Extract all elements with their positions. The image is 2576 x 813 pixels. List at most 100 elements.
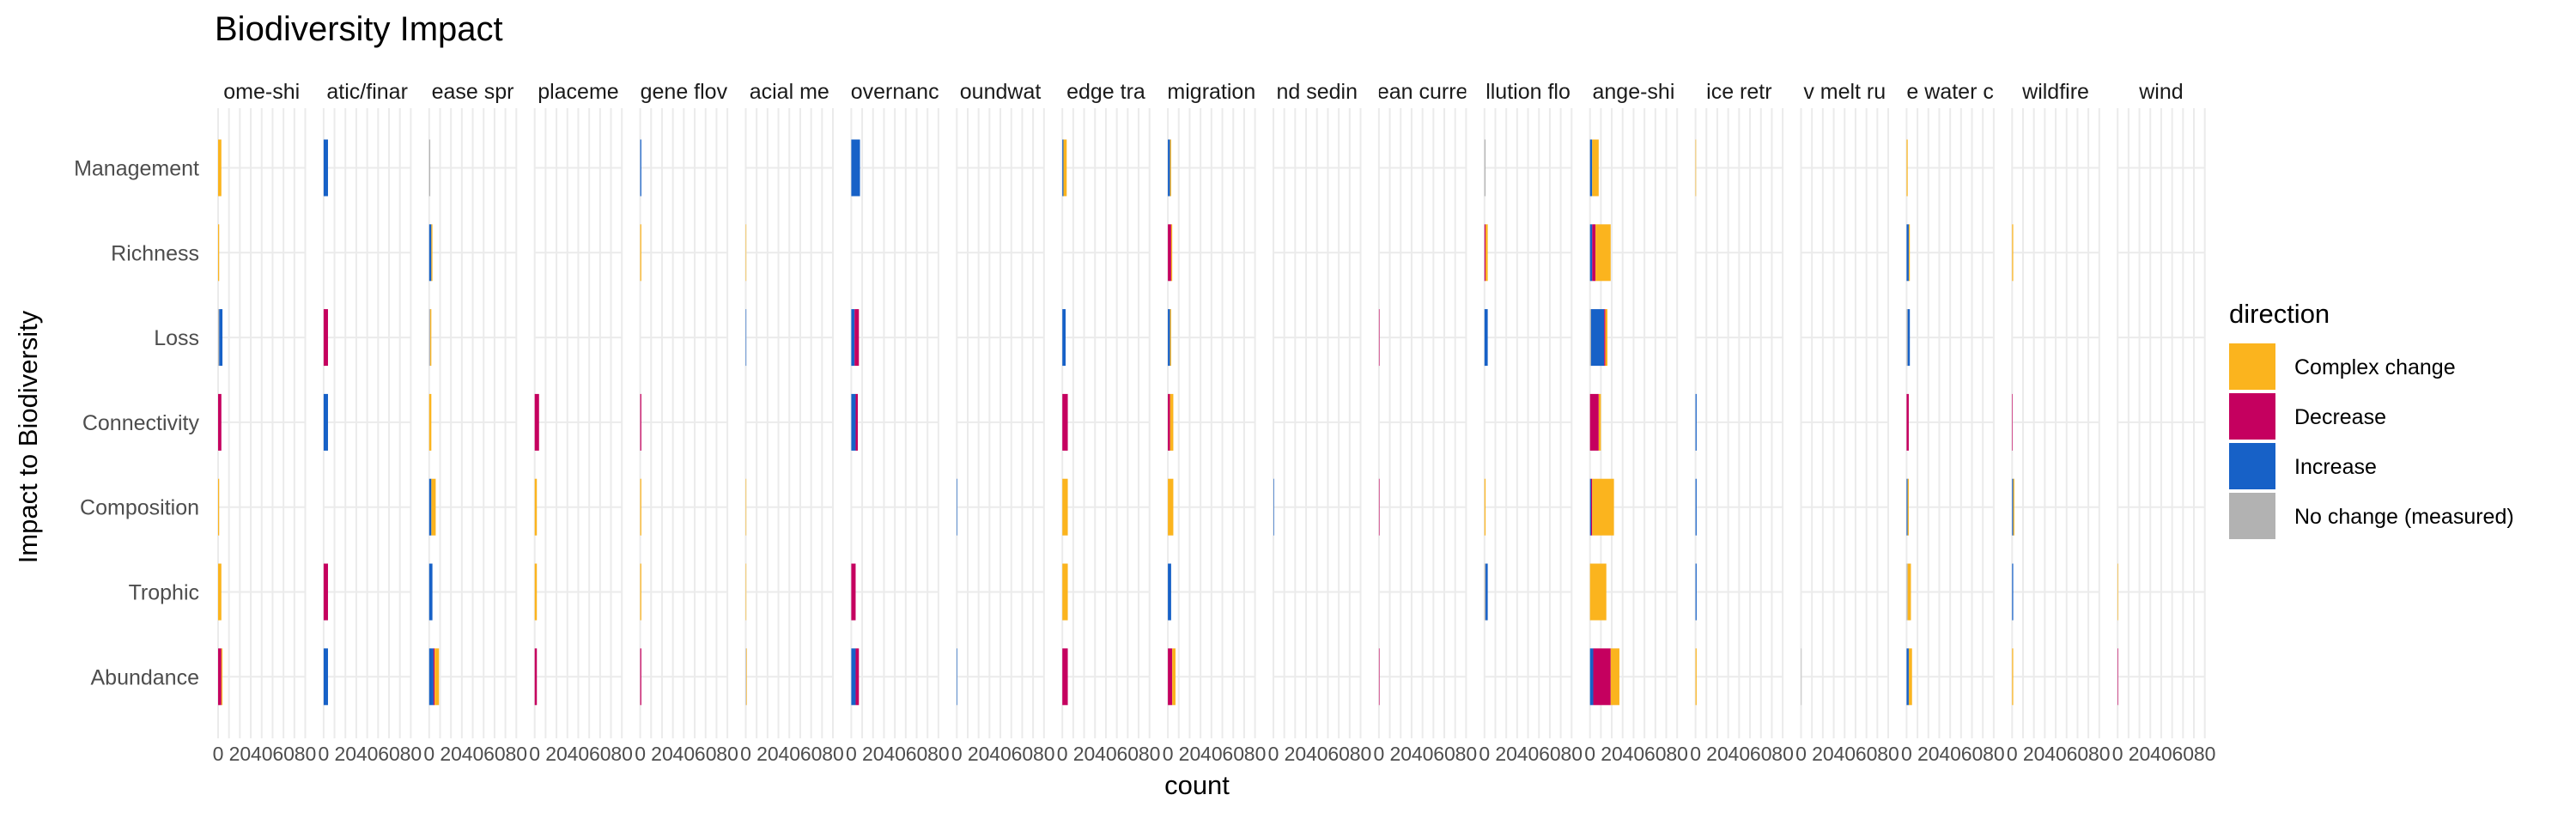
x-tick-label: 20 xyxy=(1389,743,1412,765)
x-tick-label: 80 xyxy=(1244,743,1267,765)
x-tick-label: 20 xyxy=(229,743,252,765)
bar-ange-shi-loss-no-change-measured xyxy=(1589,309,1591,367)
x-tick-label: 0 xyxy=(1901,743,1912,765)
bar-ean-curre-loss-decrease xyxy=(1378,309,1380,367)
facet-strip-label: e water c xyxy=(1906,80,1993,104)
x-tick-label: 0 xyxy=(2007,743,2018,765)
x-tick-label: 60 xyxy=(1433,743,1455,765)
facet-panel-acial-me: acial me 0 20 40 60 80 xyxy=(740,80,844,765)
x-tick-label: 80 xyxy=(1771,743,1794,765)
y-tick-label-connectivity: Connectivity xyxy=(82,411,200,435)
x-tick-label: 20 xyxy=(651,743,673,765)
bar-migration-loss-complex-change xyxy=(1170,309,1171,367)
bar-ange-shi-composition-decrease xyxy=(1590,478,1593,536)
bar-ange-shi-loss-decrease xyxy=(1604,309,1606,367)
x-tick-label: 60 xyxy=(378,743,400,765)
x-tick-label: 0 xyxy=(635,743,646,765)
x-tick-label: 0 xyxy=(529,743,540,765)
bar-ease-spr-richness-complex-change xyxy=(431,224,433,282)
facet-strip-label: ease spr xyxy=(432,80,514,104)
bar-overnanc-connectivity-decrease xyxy=(855,393,859,451)
x-tick-label: 20 xyxy=(862,743,884,765)
x-tick-label: 40 xyxy=(1095,743,1117,765)
x-tick-label: 0 xyxy=(1479,743,1490,765)
chart-title: Biodiversity Impact xyxy=(215,10,503,48)
x-tick-label: 80 xyxy=(1139,743,1161,765)
legend-label-decrease: Decrease xyxy=(2294,405,2386,429)
bar-acial-me-trophic-complex-change xyxy=(745,563,747,621)
bar-e-water-c-composition-increase xyxy=(1906,478,1908,536)
bar-overnanc-loss-increase xyxy=(851,309,855,367)
bar-llution-flo-loss-increase xyxy=(1484,309,1488,367)
bar-ange-shi-loss-complex-change xyxy=(1605,309,1607,367)
x-tick-label: 0 xyxy=(2112,743,2123,765)
bar-migration-management-increase xyxy=(1168,139,1170,197)
legend-key-decrease xyxy=(2229,393,2275,440)
x-tick-label: 40 xyxy=(1412,743,1434,765)
facet-strip-label: placeme xyxy=(538,80,619,104)
x-tick-label: 40 xyxy=(673,743,696,765)
x-tick-label: 80 xyxy=(1455,743,1478,765)
bar-v-melt-ru-abundance-no-change-measured xyxy=(1801,648,1802,706)
bar-migration-abundance-complex-change xyxy=(1172,648,1176,706)
bar-atic-finar-management-increase xyxy=(323,139,328,197)
x-tick-label: 80 xyxy=(295,743,317,765)
bar-acial-me-abundance-complex-change xyxy=(746,648,747,706)
bar-overnanc-management-increase xyxy=(851,139,860,197)
bar-acial-me-composition-complex-change xyxy=(745,478,747,536)
bar-wildfire-richness-complex-change xyxy=(2012,224,2014,282)
bar-ease-spr-abundance-complex-change xyxy=(434,648,440,706)
x-tick-label: 0 xyxy=(1163,743,1174,765)
x-tick-label: 80 xyxy=(1877,743,1899,765)
x-tick-label: 0 xyxy=(1795,743,1807,765)
facet-panel-e-water-c: e water c 0 20 40 60 80 xyxy=(1901,80,2005,765)
bar-edge-tra-loss-increase xyxy=(1062,309,1066,367)
legend-title: direction xyxy=(2229,299,2330,329)
x-tick-label: 20 xyxy=(1285,743,1307,765)
bar-e-water-c-richness-complex-change xyxy=(1908,224,1911,282)
legend-key-increase xyxy=(2229,443,2275,489)
facet-panel-wind: wind 0 20 40 60 80 xyxy=(2112,80,2216,765)
bar-wildfire-abundance-complex-change xyxy=(2012,648,2014,706)
x-tick-label: 60 xyxy=(483,743,506,765)
bar-ice-retr-composition-increase xyxy=(1695,478,1697,536)
x-tick-label: 40 xyxy=(251,743,273,765)
facet-strip-label: edge tra xyxy=(1066,80,1145,104)
x-tick-label: 80 xyxy=(1350,743,1372,765)
facet-strip-label: nd sedin xyxy=(1276,80,1358,104)
x-tick-label: 60 xyxy=(272,743,295,765)
bar-ome-shi-connectivity-decrease xyxy=(218,393,222,451)
bar-nd-sedin-composition-increase xyxy=(1273,478,1274,536)
x-tick-label: 0 xyxy=(1057,743,1068,765)
y-tick-label-abundance: Abundance xyxy=(90,665,199,689)
bar-ice-retr-connectivity-increase xyxy=(1695,393,1697,451)
x-axis-title: count xyxy=(1164,770,1230,800)
x-tick-label: 60 xyxy=(2172,743,2195,765)
x-tick-label: 0 xyxy=(1374,743,1385,765)
facet-panel-edge-tra: edge tra 0 20 40 60 80 xyxy=(1057,80,1161,765)
bar-e-water-c-composition-complex-change xyxy=(1907,478,1909,536)
x-tick-label: 20 xyxy=(968,743,990,765)
bar-ange-shi-trophic-complex-change xyxy=(1589,563,1607,621)
bar-wildfire-composition-increase xyxy=(2012,478,2014,536)
bar-ease-spr-management-no-change-measured xyxy=(428,139,431,197)
bar-atic-finar-loss-decrease xyxy=(323,309,328,367)
x-tick-label: 20 xyxy=(440,743,462,765)
x-tick-label: 20 xyxy=(1601,743,1623,765)
facet-strip-label: gene flov xyxy=(641,80,728,104)
facet-strip-label: migration xyxy=(1167,80,1255,104)
x-tick-label: 20 xyxy=(545,743,568,765)
x-tick-label: 40 xyxy=(356,743,379,765)
bar-ease-spr-composition-increase xyxy=(428,478,432,536)
bar-e-water-c-loss-no-change-measured xyxy=(1906,309,1908,367)
x-tick-label: 0 xyxy=(1584,743,1595,765)
facet-strip-label: v melt ru xyxy=(1803,80,1886,104)
legend-label-increase: Increase xyxy=(2294,455,2377,479)
x-tick-label: 20 xyxy=(1495,743,1517,765)
x-tick-label: 20 xyxy=(2129,743,2151,765)
facet-panel-nd-sedin: nd sedin 0 20 40 60 80 xyxy=(1268,80,1372,765)
x-tick-label: 80 xyxy=(716,743,738,765)
x-tick-label: 40 xyxy=(1623,743,1645,765)
y-tick-label-trophic: Trophic xyxy=(129,581,199,605)
bar-edge-tra-management-complex-change xyxy=(1063,139,1067,197)
